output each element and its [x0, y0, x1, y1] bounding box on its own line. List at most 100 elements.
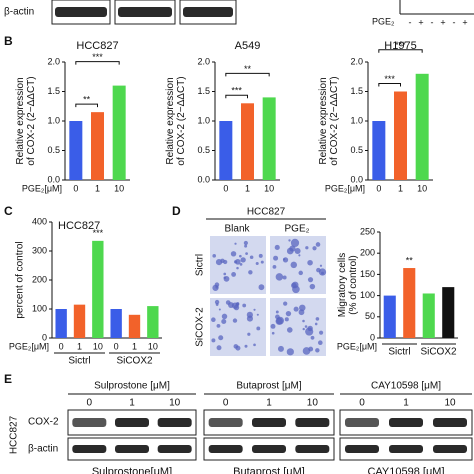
micrograph-spot — [272, 265, 277, 269]
x-axis-label: PGE₂[μM] — [22, 183, 62, 193]
x-tick-label: 1 — [245, 183, 250, 193]
dose-label: 1 — [129, 398, 135, 409]
micrograph-spot — [319, 264, 323, 267]
micrograph-spot — [215, 285, 219, 289]
micrograph-spot — [274, 244, 280, 251]
significance-label: *** — [93, 228, 104, 238]
y-axis-label: Migratory cells — [337, 253, 348, 317]
x-axis-label: PGE₂[μM] — [325, 183, 365, 193]
blot-frame — [339, 437, 473, 461]
y-tick-label: 0.5 — [197, 145, 210, 155]
micrograph-spot — [243, 240, 248, 246]
micrograph-spot — [244, 344, 248, 348]
micrograph-spot — [275, 314, 280, 320]
micrograph-spot — [211, 317, 216, 322]
micrograph-spot — [294, 247, 301, 254]
y-axis-label: Relative expression — [165, 77, 176, 164]
bar — [55, 309, 67, 338]
y-tick-label: 300 — [32, 245, 47, 255]
blot-band — [115, 445, 149, 453]
significance-label: *** — [395, 40, 406, 50]
y-tick-label: 0.0 — [197, 174, 210, 184]
significance-bracket — [378, 49, 423, 53]
row-label: COX-2 — [28, 417, 59, 428]
micrograph — [270, 298, 326, 356]
sign-label: - — [453, 17, 456, 27]
chart-title: HCC827 — [58, 220, 100, 232]
micrograph-spot — [256, 313, 259, 316]
micrograph-spot — [223, 272, 227, 276]
micrograph-spot — [255, 261, 259, 265]
micrograph-spot — [310, 335, 315, 340]
micrograph-spot — [319, 330, 324, 335]
y-tick-label: 50 — [365, 311, 375, 321]
micrograph-spot — [275, 310, 279, 314]
x-tick-label: 10 — [264, 183, 274, 193]
micrograph-spot — [258, 253, 263, 258]
micrograph-spot — [317, 340, 323, 346]
bar — [372, 121, 386, 180]
micrograph-spot — [282, 275, 287, 280]
significance-bracket — [225, 94, 248, 99]
micrograph-spot — [293, 306, 299, 312]
x-tick-label: 1 — [132, 341, 137, 351]
micrograph-spot — [232, 318, 238, 323]
x-tick-label: 10 — [148, 341, 158, 351]
micrograph-spot — [316, 267, 321, 273]
cell-line-label: HCC827 — [247, 207, 286, 218]
micrograph-spot — [223, 275, 230, 282]
micrograph-spot — [286, 348, 294, 356]
blot-band — [72, 418, 107, 427]
blot-band — [157, 418, 192, 427]
panel-label: C — [4, 204, 13, 218]
micrograph-spot — [302, 327, 305, 331]
micrograph-spot — [242, 303, 247, 308]
blot-band — [72, 445, 107, 453]
y-tick-label: 2.0 — [47, 56, 60, 66]
y-tick-label: 1.0 — [197, 115, 210, 125]
micrograph-spot — [215, 303, 219, 306]
bar — [403, 268, 416, 338]
blot-band — [433, 418, 467, 427]
sign-label: - — [409, 17, 412, 27]
significance-label: ** — [406, 255, 414, 265]
micrograph-spot — [218, 308, 221, 311]
micrograph-spot — [275, 273, 284, 281]
micrograph-spot — [304, 325, 308, 328]
group-title: Butaprost [μM] — [236, 381, 301, 392]
micrograph-spot — [235, 345, 241, 351]
x-tick-label: 0 — [376, 183, 381, 193]
x-axis-label: PGE₂[μM] — [9, 341, 49, 351]
blot-band — [252, 418, 286, 427]
micrograph-spot — [212, 254, 216, 258]
y-axis-label: of COX-2 (2−ΔΔCT) — [329, 76, 340, 165]
micrograph-spot — [305, 246, 309, 250]
significance-bracket — [75, 103, 98, 108]
dose-label: 10 — [444, 398, 456, 409]
micrograph-spot — [298, 254, 301, 257]
micrograph-spot — [253, 343, 256, 347]
dose-label: 0 — [359, 398, 365, 409]
y-tick-label: 100 — [360, 290, 375, 300]
micrograph-spot — [233, 304, 240, 311]
bar — [394, 91, 407, 180]
micrograph-spot — [245, 252, 248, 255]
blot-band — [389, 418, 423, 427]
micrograph-spot — [253, 308, 256, 311]
x-tick-label: 0 — [223, 183, 228, 193]
micrograph-spot — [315, 317, 320, 321]
bar — [262, 97, 276, 180]
row-label: β-actin — [28, 444, 58, 455]
group-label: SiCOX2 — [116, 356, 153, 367]
chart-title: HCC827 — [76, 40, 118, 52]
micrograph-spot — [290, 261, 298, 269]
micrograph-spot — [233, 260, 238, 264]
sign-label: + — [462, 17, 467, 27]
micrograph-spot — [218, 335, 224, 341]
micrograph-spot — [290, 238, 300, 248]
significance-label: *** — [384, 74, 395, 84]
micrograph-spot — [231, 271, 237, 277]
blot-band — [389, 445, 423, 453]
significance-label: *** — [92, 52, 103, 62]
